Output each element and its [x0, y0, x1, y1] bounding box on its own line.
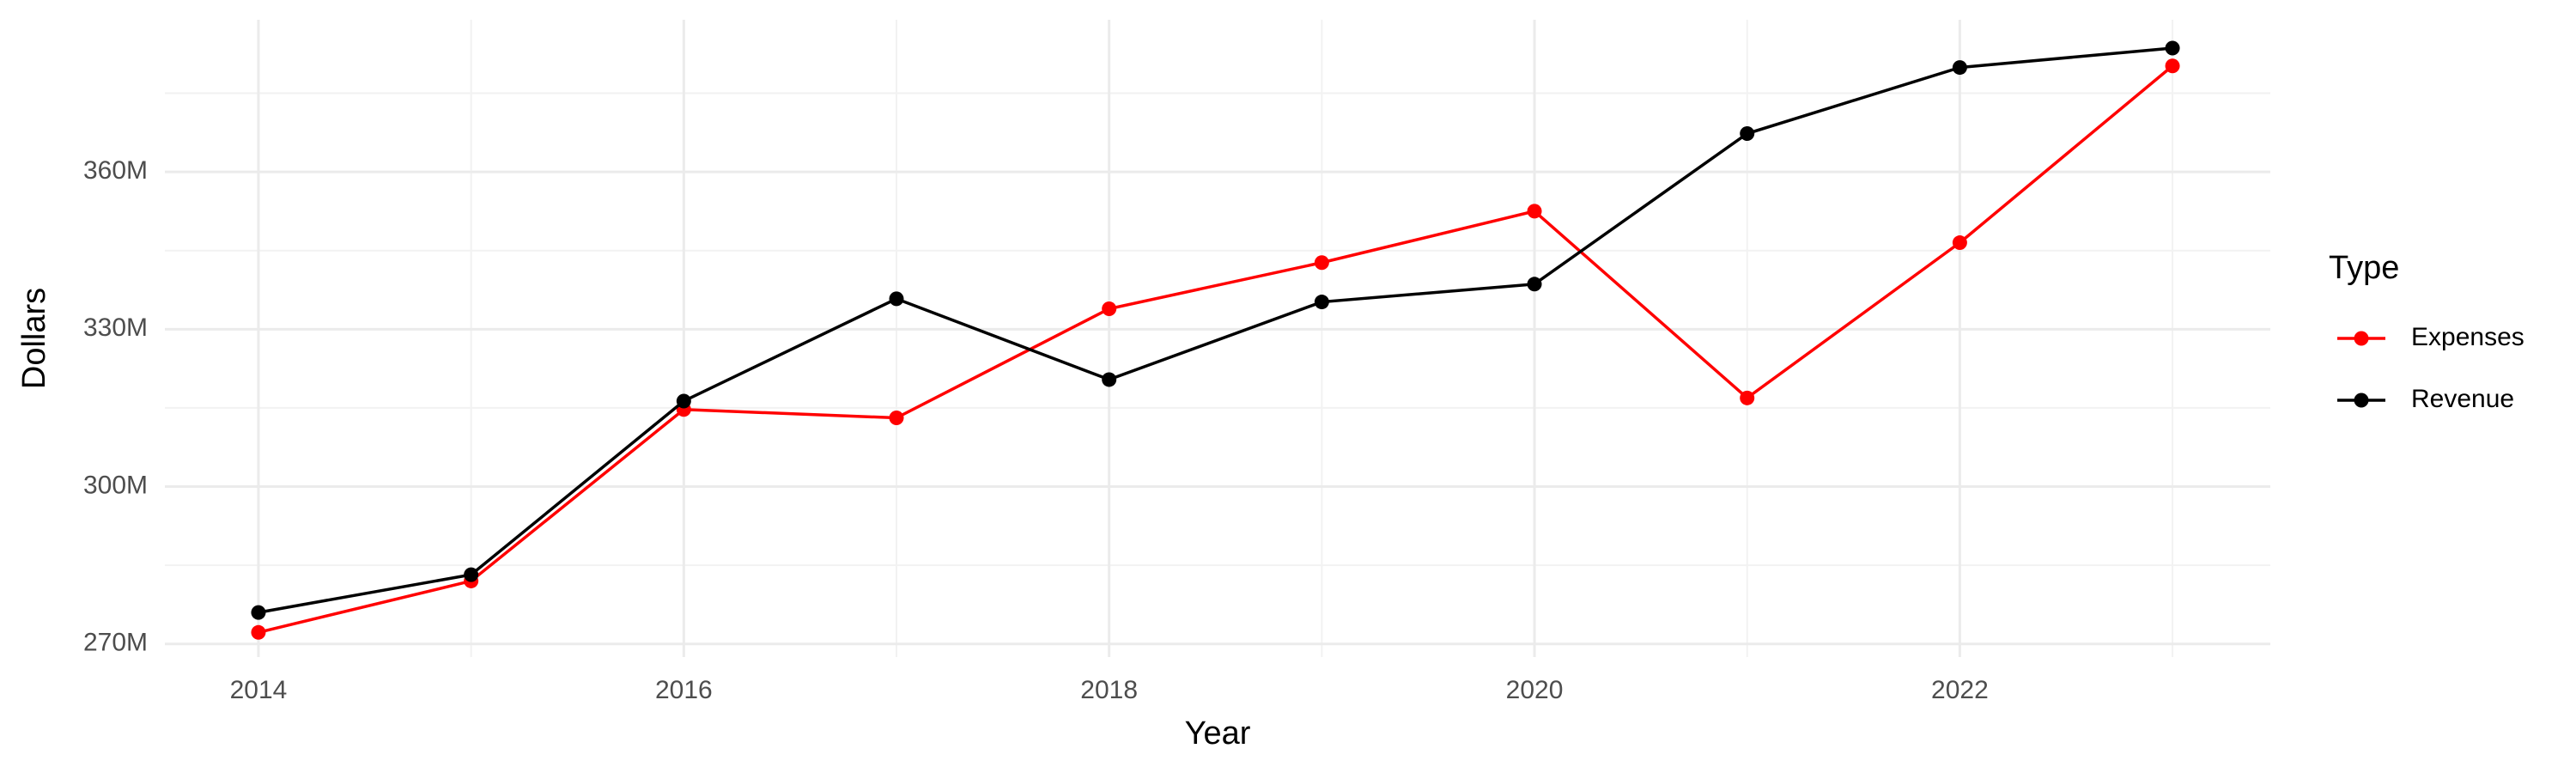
data-point: [889, 291, 904, 307]
y-tick-label: 300M: [83, 471, 148, 499]
legend-label: Revenue: [2411, 385, 2514, 413]
y-tick-label: 360M: [83, 156, 148, 185]
y-tick-label: 330M: [83, 313, 148, 342]
data-point: [1952, 235, 1967, 251]
data-point: [1952, 60, 1967, 76]
y-tick-label: 270M: [83, 629, 148, 657]
data-point: [1740, 126, 1755, 142]
data-point: [1740, 390, 1755, 405]
data-point: [2165, 58, 2180, 74]
data-point: [1314, 255, 1329, 271]
series-line: [258, 64, 2174, 634]
x-tick-label: 2016: [655, 676, 713, 704]
x-axis-title: Year: [1185, 715, 1251, 752]
data-point: [676, 393, 691, 409]
x-tick-label: 2020: [1506, 676, 1564, 704]
data-point: [889, 411, 904, 426]
data-point: [1102, 301, 1117, 316]
legend-key-point: [2354, 331, 2369, 346]
data-point: [1527, 204, 1542, 219]
x-tick-label: 2022: [1931, 676, 1989, 704]
data-point: [1102, 372, 1117, 387]
y-axis-title: Dollars: [16, 288, 52, 389]
data-point: [1527, 277, 1542, 292]
series-line: [258, 46, 2173, 614]
data-point: [251, 624, 266, 640]
data-point: [464, 567, 479, 582]
legend-key-point: [2354, 393, 2369, 408]
legend-label: Expenses: [2411, 323, 2524, 351]
data-point: [2165, 40, 2180, 56]
x-tick-label: 2014: [230, 676, 288, 704]
data-point: [251, 605, 266, 620]
data-point: [1314, 295, 1329, 310]
x-tick-label: 2018: [1080, 676, 1138, 704]
legend-title: Type: [2329, 250, 2399, 286]
